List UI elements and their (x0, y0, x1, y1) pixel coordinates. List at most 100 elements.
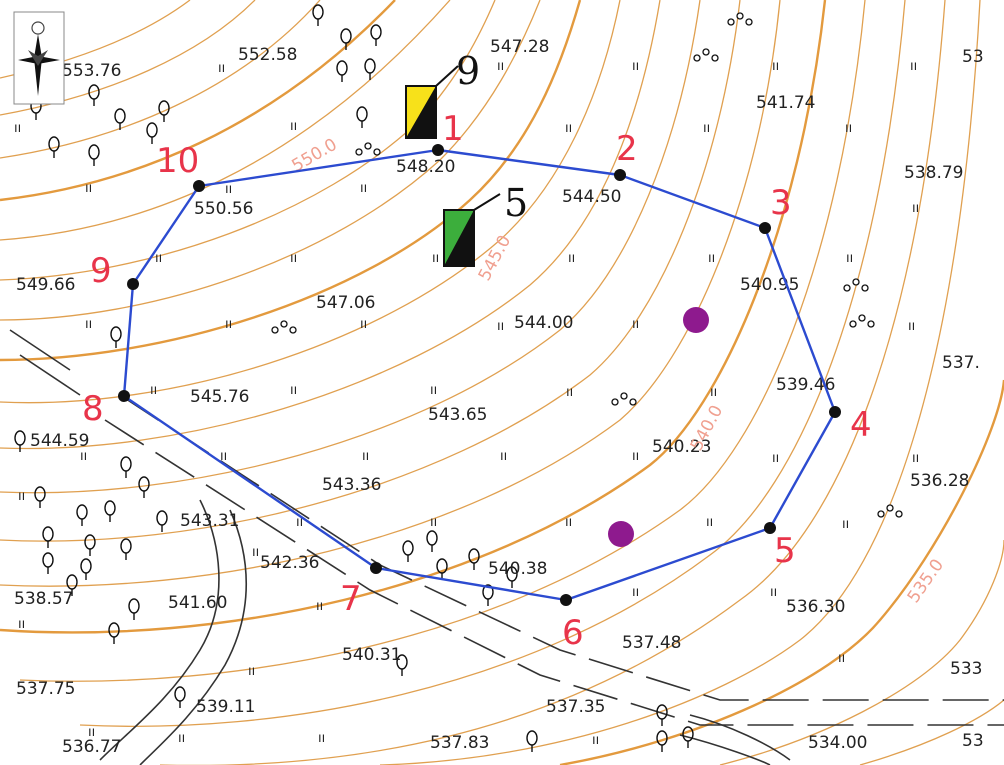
shrubs (271, 12, 903, 518)
shrub-icon (693, 48, 719, 62)
spot-height: 533 (950, 659, 982, 679)
poi-marker (608, 521, 634, 547)
boundary-vertex (127, 278, 139, 290)
grass-mark-icon: ıı (770, 585, 777, 600)
grass-mark-icon: ıı (430, 515, 437, 530)
spot-height: 537.48 (622, 633, 681, 653)
spot-heights: 553.76 552.58 547.28 541.74 538.79 549.6… (14, 37, 984, 757)
point-label-4: 4 (850, 405, 872, 445)
tree-icon (146, 122, 158, 144)
grass-mark-icon: ıı (566, 385, 573, 400)
spot-height: 543.31 (180, 511, 239, 531)
point-label-5: 5 (774, 531, 796, 571)
boundary-vertex (370, 562, 382, 574)
sign-number: 9 (456, 49, 480, 93)
tree-icon (66, 574, 78, 596)
contour-label: 540.0 (687, 402, 728, 454)
tree-icon (76, 504, 88, 526)
tree-icon (336, 60, 348, 82)
tree-icon (108, 622, 120, 644)
spot-height: 538.79 (904, 163, 963, 183)
sign-flag-shadow (406, 86, 436, 138)
grass-mark-icon: ıı (708, 251, 715, 266)
spot-height: 547.28 (490, 37, 549, 57)
grass-mark-icon: ıı (838, 651, 845, 666)
boundary-vertex (118, 390, 130, 402)
grass-mark-icon: ıı (845, 121, 852, 136)
grass-mark-icon: ıı (497, 319, 504, 334)
grass-mark-icon: ıı (432, 251, 439, 266)
contour-label: 550.0 (289, 135, 341, 177)
point-label-2: 2 (616, 129, 638, 169)
spot-height: 537.75 (16, 679, 75, 699)
contour-540 (0, 0, 827, 634)
spot-height: 548.20 (396, 157, 455, 177)
point-label-6: 6 (562, 613, 584, 653)
grass-mark-icon: ıı (565, 515, 572, 530)
grass-mark-icon: ıı (497, 59, 504, 74)
spot-height: 540.38 (488, 559, 547, 579)
grass-mark-icon: ıı (632, 585, 639, 600)
boundary-vertex (614, 169, 626, 181)
grass-mark-icon: ıı (290, 251, 297, 266)
point-label-3: 3 (770, 183, 792, 223)
tree-icon (156, 510, 168, 532)
boundary-vertex (560, 594, 572, 606)
tree-icon (48, 136, 60, 158)
grass-mark-icon: ıı (360, 181, 367, 196)
shrub-icon (355, 142, 381, 156)
grass-mark-icon: ıı (772, 59, 779, 74)
tree-icon (426, 530, 438, 552)
spot-height: 545.76 (190, 387, 249, 407)
grass-mark-icon: ıı (252, 545, 259, 560)
spot-height: 53 (962, 47, 984, 67)
point-label-10: 10 (156, 141, 199, 181)
grass-mark-icon: ıı (500, 449, 507, 464)
tree-icon (104, 500, 116, 522)
grass-mark-icon: ıı (912, 201, 919, 216)
spot-height: 538.57 (14, 589, 73, 609)
boundary-vertex (193, 180, 205, 192)
spot-height: 536.77 (62, 737, 121, 757)
point-label-7: 7 (340, 579, 362, 619)
grass-mark-icon: ıı (565, 121, 572, 136)
spot-height: 542.36 (260, 553, 319, 573)
grass-marks: ıı ıı ıı ıı ıı ıı ıı ıı ıı ıı ıı ıı ıı ı… (14, 59, 919, 748)
spot-height: 539.11 (196, 697, 255, 717)
point-label-8: 8 (82, 389, 104, 429)
tree-icon (88, 84, 100, 106)
contour-545 (0, 0, 582, 362)
tree-icon (110, 326, 122, 348)
boundary (118, 144, 841, 606)
compass-rose-icon (13, 11, 65, 105)
tree-icon (88, 144, 100, 166)
spot-height: 552.58 (238, 45, 297, 65)
spot-height: 547.06 (316, 293, 375, 313)
grass-mark-icon: ıı (218, 61, 225, 76)
grass-mark-icon: ıı (14, 121, 21, 136)
tree-icon (84, 534, 96, 556)
grass-mark-icon: ıı (910, 59, 917, 74)
point-label-9: 9 (90, 251, 112, 291)
tree-icon (34, 486, 46, 508)
contour-label: 545.0 (475, 232, 516, 284)
spot-height: 536.28 (910, 471, 969, 491)
grass-mark-icon: ıı (18, 617, 25, 632)
sign-number: 5 (504, 181, 528, 225)
spot-height: 549.66 (16, 275, 75, 295)
grass-mark-icon: ıı (85, 317, 92, 332)
contour-550 (0, 0, 396, 202)
tree-icon (370, 24, 382, 46)
spot-height: 540.23 (652, 437, 711, 457)
tree-icon (364, 58, 376, 80)
grass-mark-icon: ıı (150, 383, 157, 398)
grass-mark-icon: ıı (316, 599, 323, 614)
spot-height: 543.65 (428, 405, 487, 425)
grass-mark-icon: ıı (290, 119, 297, 134)
spot-height: 544.00 (514, 313, 573, 333)
grass-mark-icon: ıı (18, 489, 25, 504)
spot-height: 537. (942, 353, 980, 373)
spot-height: 536.30 (786, 597, 845, 617)
tree-icon (396, 654, 408, 676)
grass-mark-icon: ıı (632, 449, 639, 464)
